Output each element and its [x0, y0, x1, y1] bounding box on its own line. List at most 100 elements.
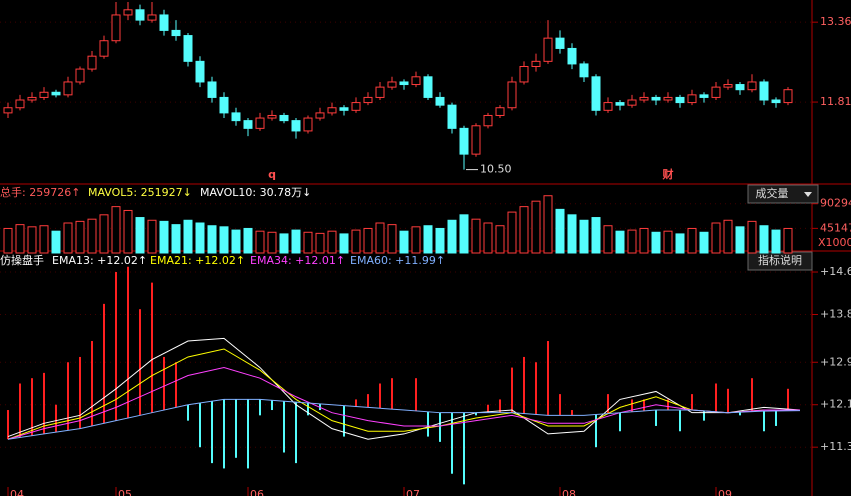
candle-body [159, 14, 169, 31]
y-tick-label: 13.36 [820, 15, 851, 28]
indicator-button[interactable]: 指标说明 [747, 251, 813, 271]
volume-bar [507, 211, 517, 254]
volume-bar [363, 227, 373, 254]
volume-bar [267, 231, 277, 254]
volume-bar [375, 222, 385, 254]
y-tick-label: +12.9 [820, 355, 851, 368]
candle-body [147, 14, 157, 21]
candle-body [63, 81, 73, 96]
candle-body [711, 86, 721, 98]
volume-bar [471, 218, 481, 254]
candle-body [291, 120, 301, 132]
candle-body [279, 114, 289, 122]
volume-bar [687, 227, 697, 254]
button-frame [747, 184, 819, 204]
candle-body [15, 99, 25, 109]
low-label: 10.50 [480, 163, 512, 176]
legend-entry: EMA60: +11.99↑ [350, 254, 445, 267]
candle-body [423, 76, 433, 98]
candle-body [603, 102, 613, 111]
volume-bar [627, 229, 637, 254]
legend-entry: EMA34: +12.01↑ [250, 254, 345, 267]
button-label[interactable]: 成交量 [756, 186, 789, 200]
candle-body [339, 107, 349, 111]
candle-body [459, 127, 469, 155]
unit-label: X1000 [818, 236, 851, 249]
candle-body [519, 65, 529, 83]
volume-bar [3, 227, 13, 254]
candle-body [615, 102, 625, 106]
candle-body [75, 68, 85, 83]
volume-bar [15, 224, 25, 254]
volume-bar [327, 230, 337, 254]
volume-bar [387, 224, 397, 254]
candle-body [135, 9, 145, 21]
candle-body [567, 47, 577, 65]
candle-body [123, 9, 133, 16]
candle-body [747, 81, 757, 91]
candle-body [27, 96, 37, 101]
candle-body [351, 102, 361, 111]
volume-bar [723, 219, 733, 254]
y-tick-label: 45147 [820, 221, 851, 234]
volume-bar [75, 220, 85, 254]
event-marker: q [268, 168, 276, 181]
volume-bar [663, 230, 673, 254]
candle-body [735, 84, 745, 91]
volume-bar [411, 226, 421, 254]
legend-entry: EMA13: +12.02↑ [52, 254, 147, 267]
candle-body [243, 120, 253, 129]
x-tick-label: 07 [406, 488, 420, 496]
candle-body [723, 84, 733, 88]
volume-bar [351, 229, 361, 254]
ema-line [7, 367, 800, 440]
indicator-name: 仿操盘手 [0, 253, 44, 267]
candle-body [171, 29, 181, 37]
volume-bar [519, 206, 529, 254]
legend-entry: MAVOL5: 251927↓ [88, 186, 192, 199]
volume-bar [483, 222, 493, 254]
volume-bar [459, 214, 469, 254]
candle-body [663, 96, 673, 101]
event-marker: 财 [662, 167, 674, 181]
candle-body [99, 40, 109, 57]
volume-bar [579, 219, 589, 254]
candle-body [783, 89, 793, 104]
legend-entry: EMA21: +12.02↑ [150, 254, 245, 267]
candle-body [327, 107, 337, 114]
candle-body [771, 99, 781, 104]
legend-entry: MAVOL10: 30.78万↓ [200, 186, 311, 199]
candle-body [759, 81, 769, 101]
volume-bar [543, 195, 553, 254]
volume-bar [147, 219, 157, 254]
volume-bar [255, 230, 265, 254]
volume-bar [99, 214, 109, 254]
volume-bar [399, 230, 409, 254]
y-tick-label: +11.3 [820, 440, 851, 453]
candle-body [651, 96, 661, 101]
volume-bar [183, 219, 193, 254]
volume-bar [567, 214, 577, 254]
volume-bar [87, 218, 97, 254]
volume-bar [759, 225, 769, 254]
candle-body [39, 91, 49, 98]
volume-button[interactable]: 成交量 [747, 184, 819, 204]
candle-body [699, 94, 709, 98]
candle-body [363, 96, 373, 104]
x-tick-label: 05 [118, 488, 132, 496]
volume-bar [675, 233, 685, 254]
volume-bar [303, 231, 313, 254]
candle-body [231, 112, 241, 122]
x-tick-label: 08 [562, 488, 576, 496]
volume-bar [279, 233, 289, 254]
ema-line [7, 348, 800, 440]
volume-bar [315, 232, 325, 254]
candle-body [219, 96, 229, 114]
volume-bar [555, 208, 565, 254]
volume-bar [639, 227, 649, 254]
volume-bar [123, 209, 133, 254]
volume-bar [423, 225, 433, 254]
button-label[interactable]: 指标说明 [758, 253, 802, 267]
y-tick-label: +13.8 [820, 307, 851, 320]
